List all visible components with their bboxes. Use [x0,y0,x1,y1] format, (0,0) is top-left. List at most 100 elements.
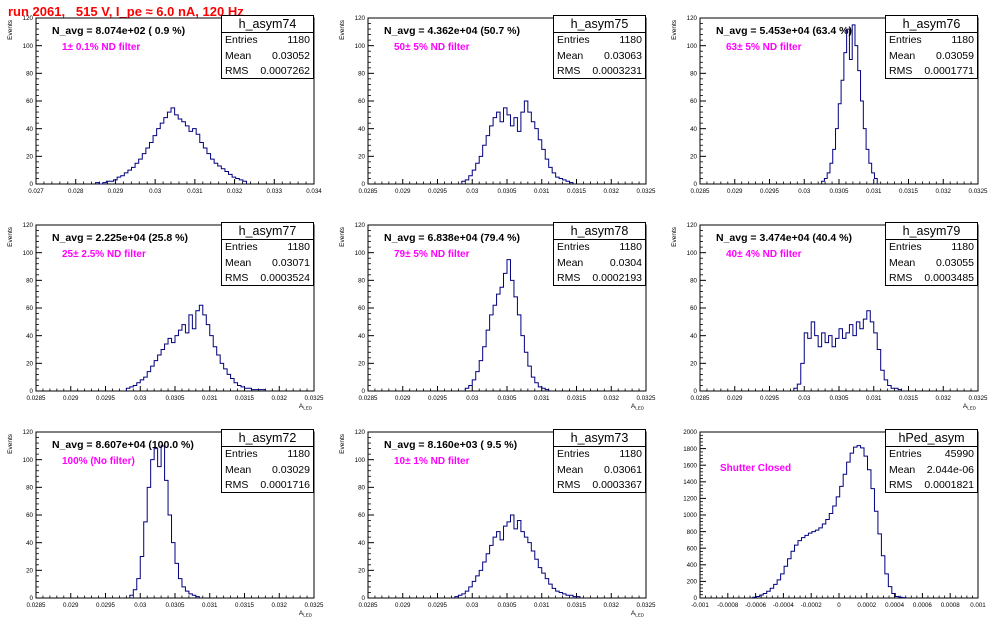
histogram-bin [469,176,472,184]
histogram-outline [752,445,907,599]
stats-row: RMS 0.0001771 [886,64,977,80]
histogram-pad: 0.0285 0.029 0.0295 0.03 0.0305 0.031 0.0315 0.… [0,414,332,621]
y-tick-label: 80 [358,485,365,492]
y-tick-label: 100 [355,457,366,464]
histogram-bin [114,180,118,184]
x-tick-label: 0.0295 [760,188,779,195]
stats-box: h_asym78 Entries 1180 Mean 0.0304 RMS 0.000219… [553,222,646,286]
x-tick-label: 0.0305 [166,602,185,609]
histogram-bin [178,579,181,598]
histogram-bin [770,588,773,598]
histogram-bin [472,380,475,391]
stats-key: Mean [557,49,584,62]
y-tick-label: 120 [355,15,366,22]
histogram-bin [542,388,545,391]
y-tick-label: 1400 [683,479,697,486]
histogram-bin [521,336,524,391]
stats-value: 0.03071 [272,256,310,269]
histogram-bin [206,325,209,391]
histogram-bin [849,325,852,391]
histogram-bin [841,80,844,184]
histogram-bin [165,480,168,598]
histogram-bin [892,593,895,598]
histogram-bin [535,383,538,391]
y-axis-label: Events [7,226,14,247]
histogram-bin [476,372,479,391]
histogram-bin [213,347,216,391]
x-tick-label: 0.0285 [27,602,46,609]
y-tick-label: 0 [362,181,366,188]
x-tick-label: -0.001 [691,602,709,609]
y-tick-label: 80 [358,71,365,78]
stats-value: 2.044e-06 [926,463,974,476]
stats-value: 0.03063 [604,49,642,62]
histogram-bin [137,383,140,391]
histogram-bin [185,591,188,598]
y-axis-label: Events [7,433,14,454]
x-tick-label: 0.0305 [830,395,849,402]
x-tick-label: 0.032 [604,602,620,609]
histogram-bin [563,594,566,598]
stats-row: Mean 0.03061 [554,463,645,479]
stats-key: Mean [889,463,916,476]
histogram-bin [840,486,843,598]
y-axis-label: Events [671,226,678,247]
y-tick-label: 0 [694,181,698,188]
histogram-bin [172,343,175,391]
y-tick-label: 0 [30,595,34,602]
histogram-plot: -0.001 -0.0008 -0.0006 -0.0004 -0.0002 0 0.000… [683,429,986,609]
histogram-bin [524,352,527,391]
stats-key: Entries [557,34,590,46]
histogram-bin [517,521,520,598]
histogram-bin [178,330,181,391]
histogram-bin [196,597,199,598]
histogram-bin [774,584,777,598]
histogram-bin [189,594,192,598]
x-tick-label: 0.029 [63,602,79,609]
histogram-bin [476,163,479,184]
y-tick-label: 60 [358,98,365,105]
y-tick-label: 120 [355,222,366,229]
stats-value: 1180 [287,448,310,460]
x-tick-label: 0.03 [134,395,147,402]
histogram-bin [826,520,829,598]
histogram-bin [794,388,797,391]
stats-box: h_asym72 Entries 1180 Mean 0.03029 RMS 0.00017… [221,429,314,493]
histogram-bin [847,462,850,598]
x-tick-label: 0.0295 [428,188,447,195]
histogram-bin [151,460,154,598]
histogram-pad: 0.0285 0.029 0.0295 0.03 0.0305 0.031 0.0315 0.… [332,414,664,621]
x-tick-label: 0.0315 [235,602,254,609]
histogram-bin [804,333,807,391]
y-tick-label: 20 [690,154,697,161]
histogram-bin [833,506,836,598]
histogram-bin [836,497,839,598]
histogram-bin [867,311,870,391]
n-avg-text: N_avg = 8.160e+03 ( 9.5 %) [384,439,518,451]
histogram-bin [510,126,513,184]
histogram-bin [507,260,510,391]
x-tick-label: -0.0002 [801,602,823,609]
histogram-bin [168,338,171,391]
histogram-bin [531,377,534,391]
y-tick-label: 1200 [683,496,697,503]
histogram-bin [531,551,534,598]
histogram-bin [559,178,562,184]
histogram-bin [878,534,881,598]
x-tick-label: 0.0285 [359,395,378,402]
histogram-bin [524,537,527,598]
histogram-bin [135,163,139,184]
stats-key: RMS [557,479,581,491]
histogram-bin [563,180,566,184]
histogram-bin [573,597,576,598]
histogram-bin [874,511,877,598]
histogram-bin [888,587,891,598]
y-tick-label: 2000 [683,429,697,436]
stats-row: Mean 0.03063 [554,49,645,65]
histogram-bin [236,178,240,184]
filter-label: 25± 2.5% ND filter [62,249,146,260]
y-axis-label: Events [7,19,14,40]
histogram-bin [493,537,496,598]
histogram-bin [189,131,193,184]
histogram-bin [483,562,486,598]
